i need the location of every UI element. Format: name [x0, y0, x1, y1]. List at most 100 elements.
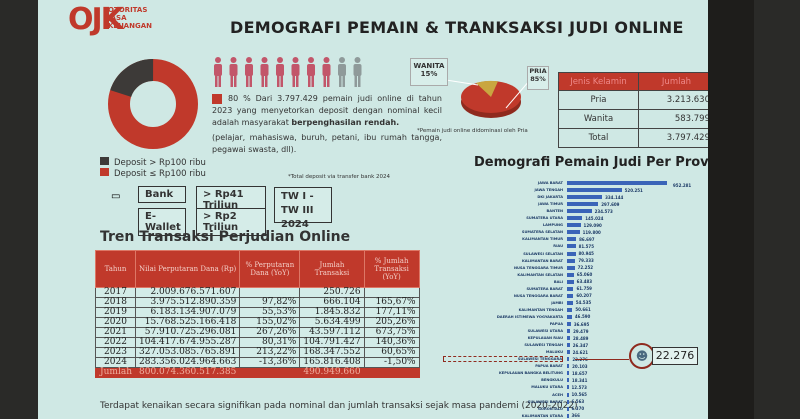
pie-percent: 85% [530, 75, 546, 83]
table-row: 2019 6.183.134.907.079 55,53% 1.845.832 177,… [95, 307, 420, 318]
bar-value: 297.609 [601, 201, 620, 207]
person-icon [322, 57, 331, 87]
bar [567, 399, 569, 404]
bar [567, 371, 569, 376]
legend-label: Deposit ≤ Rp100 ribu [114, 169, 206, 179]
column-header: Jenis Kelamin [558, 72, 639, 91]
bar-value: 60.207 [576, 293, 592, 299]
total-row: Jumlah 800.074.360.517.385 490.949.660 [95, 367, 420, 378]
wallet-icon: ▭ [111, 191, 121, 202]
person-icon [353, 57, 362, 87]
bar [567, 195, 603, 200]
bar-label: GORONTALO [537, 406, 563, 411]
bar-label: SULAWESI UTARA [527, 329, 563, 334]
bar-label: PAPUA [549, 322, 563, 326]
bar [567, 286, 574, 291]
bar-label: NUSA TENGGARA BARAT [513, 293, 563, 298]
bar-value: 10.565 [571, 392, 587, 397]
bar-value: 36.695 [573, 321, 590, 327]
bar-value: 65.060 [576, 272, 593, 278]
bar-value: 63.483 [576, 279, 593, 285]
column-header: Nilai Perputaran Dana (Rp) [134, 250, 241, 288]
bar [567, 216, 583, 221]
statement-text: 80 % Dari 3.797.429 pemain judi online d… [212, 94, 442, 127]
slide: OJK OTORITAS JASA KEUANGAN DEMOGRAFI PEMAI… [38, 0, 754, 419]
person-icon [307, 57, 315, 87]
bar [567, 209, 592, 214]
table-header: Tahun Nilai Perputaran Dana (Rp)% Perputa… [95, 250, 420, 288]
ojk-logo: OJK [68, 2, 124, 37]
table-cell [363, 367, 420, 378]
page-title: DEMOGRAFI PEMAIN & TRANKSAKSI JUDI ONLIN… [230, 18, 684, 37]
bar-value: 12.573 [571, 384, 587, 390]
bar-label: JAWA BARAT [537, 181, 563, 185]
table-row: 2023 327.053.085.765.891 213,22% 168.347.55… [95, 347, 420, 358]
wanita-label: WANITA 15% [410, 58, 448, 86]
pria-label: PRIA 85% [527, 66, 549, 90]
table-row: 2017 2.009.676.571.607 250.726 [95, 287, 420, 298]
bar [567, 265, 575, 270]
bar-label: KALIMANTAN SELATAN [517, 272, 563, 277]
bar [567, 230, 580, 235]
gender-pie-chart [445, 79, 531, 118]
bar-value: 28.489 [572, 335, 589, 341]
bar-label: SULAWESI TENGAH [524, 343, 563, 348]
person-icon [260, 57, 269, 87]
people-icons [214, 57, 362, 87]
bar [567, 329, 571, 334]
bar-value: 26.347 [572, 342, 589, 348]
trend-table: Tahun Nilai Perputaran Dana (Rp)% Perputa… [95, 250, 420, 378]
bar-label: RIAU [553, 244, 563, 249]
table-header: Jenis Kelamin Jumlah [558, 72, 715, 91]
bar-label: KALIMANTAN UTARA [521, 413, 563, 418]
person-icon [338, 57, 346, 87]
bar-value: 6.370 [571, 406, 585, 412]
bar [567, 336, 570, 341]
bar-value: 80.945 [578, 251, 594, 256]
bar [567, 343, 570, 348]
bar-label: ACEH [552, 392, 563, 397]
bar [567, 300, 573, 305]
bar [567, 322, 571, 326]
bar-label: KEPULAUAN RIAU [527, 336, 563, 341]
bar [567, 258, 576, 263]
bar-label: JAWA TENGAH [534, 188, 563, 193]
bar-value: 72.252 [577, 265, 594, 271]
bar-label: SUMATERA SELATAN [521, 230, 563, 235]
logo-text: OTORITAS JASA KEUANGAN [108, 6, 152, 30]
channel-ewallet: E-Wallet [138, 208, 186, 236]
table-cell: 490.949.660 [299, 367, 365, 378]
bar-label: NUSA TENGGARA TIMUR [514, 265, 563, 270]
bar-label: SULAWESI SELATAN [523, 251, 563, 256]
deposit-statement: 80 % Dari 3.797.429 pemain judi online d… [212, 93, 442, 156]
bar-value: 334.144 [605, 194, 624, 200]
bar-value: 50.661 [575, 307, 591, 313]
bar-label: SUMATERA BARAT [526, 286, 563, 291]
bar-value: 29.479 [573, 328, 589, 334]
person-icon [214, 57, 222, 87]
logo-text-line: OTORITAS [108, 6, 148, 14]
bar [567, 279, 574, 284]
bar-value: 119.800 [582, 229, 601, 235]
bar [567, 251, 576, 256]
legend-item: Deposit ≤ Rp100 ribu [100, 168, 206, 179]
bar [567, 385, 569, 390]
statement-bold: berpenghasilan rendah. [291, 118, 400, 127]
column-header: % Jumlah Transaksi (YoY) [363, 250, 420, 288]
bar-label: JAMBI [551, 300, 563, 305]
bar-value: 952.281 [673, 183, 692, 188]
bar-value: 24.621 [572, 349, 589, 355]
bar [567, 244, 576, 249]
table-row: Total 3.797.429 [558, 128, 715, 148]
statement-examples: (pelajar, mahasiswa, buruh, petani, ibu … [212, 133, 442, 154]
trend-note: Terdapat kenaikan secara signifikan pada… [100, 401, 578, 411]
bar [567, 406, 569, 411]
gender-table: Jenis Kelamin Jumlah Pria 3.213.630 Wanita… [558, 72, 715, 148]
bar-value: 61.759 [576, 286, 592, 292]
person-icon [229, 57, 238, 87]
logo-text-line: KEUANGAN [108, 22, 152, 30]
bar [567, 202, 599, 207]
deposit-footnote: *Total deposit via transfer bank 2024 [288, 174, 391, 180]
bar-value: 520.251 [624, 187, 643, 193]
period-box: TW I - TW III 2024 [274, 187, 332, 230]
